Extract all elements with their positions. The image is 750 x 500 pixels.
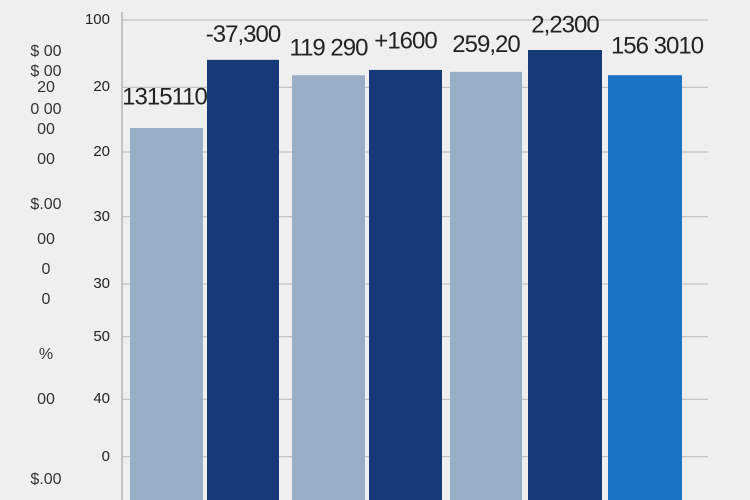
y-tick-label: 50 — [93, 328, 110, 345]
bar — [608, 75, 682, 500]
side-label: 20 — [37, 79, 55, 96]
value-label: 1315110 — [122, 83, 207, 110]
side-label: $ 00 — [30, 43, 61, 60]
y-tick-label: 30 — [93, 208, 110, 225]
side-label: 00 — [37, 121, 55, 138]
bar — [450, 71, 522, 500]
y-tick-label: 0 — [102, 448, 110, 465]
bar — [207, 59, 279, 500]
value-label: 156 3010 — [611, 33, 704, 60]
side-label: 00 — [37, 391, 55, 408]
side-label: 00 — [37, 231, 55, 248]
side-label: $ 00 — [30, 63, 61, 80]
bar — [292, 75, 365, 500]
y-tick-label: 20 — [93, 78, 110, 95]
value-label: -37,300 — [206, 21, 281, 48]
side-label: $.00 — [30, 471, 61, 488]
y-tick-label: 40 — [93, 390, 110, 407]
side-label: $.00 — [30, 196, 61, 213]
y-tick-label: 30 — [93, 275, 110, 292]
y-tick-label: 100 — [85, 11, 110, 28]
side-label: 0 — [42, 291, 51, 308]
bar — [528, 50, 602, 500]
value-label: +1600 — [374, 27, 437, 54]
side-label: 0 — [42, 261, 51, 278]
value-label: 259,20 — [452, 31, 520, 58]
bar — [369, 69, 442, 500]
side-label: 0 00 — [30, 101, 61, 118]
side-label: 00 — [37, 151, 55, 168]
value-label: 2,2300 — [531, 11, 599, 38]
y-tick-label: 20 — [93, 143, 110, 160]
bar — [130, 128, 203, 500]
side-label: % — [39, 346, 53, 363]
value-label: 119 290 — [290, 35, 369, 62]
